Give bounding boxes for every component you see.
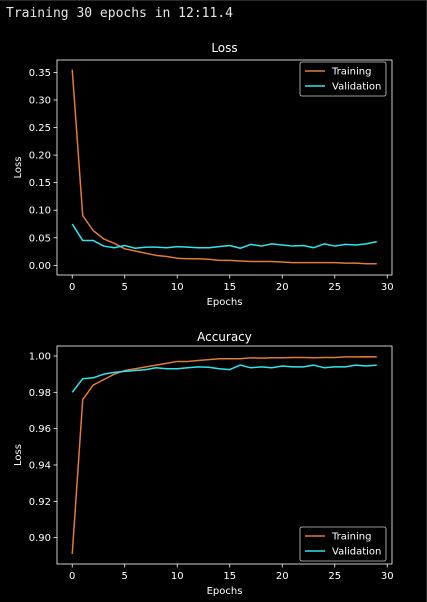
accuracy-x-axis-label: Epochs xyxy=(207,586,243,597)
loss-x-tick-label: 5 xyxy=(122,282,128,293)
loss-legend-label-validation: Validation xyxy=(332,82,381,93)
accuracy-x-tick-label: 10 xyxy=(171,571,184,582)
accuracy-x-tick-label: 25 xyxy=(328,571,341,582)
loss-y-tick-label: 0.25 xyxy=(29,123,51,134)
accuracy-training-line xyxy=(71,355,377,555)
accuracy-legend: Training Validation xyxy=(299,526,387,562)
training-summary-text: Training 30 epochs in 12:11.4 xyxy=(6,6,233,21)
accuracy-y-tick-label: 0.90 xyxy=(29,533,51,544)
loss-legend-label-training: Training xyxy=(331,67,371,78)
loss-y-tick-label: 0.35 xyxy=(29,68,51,79)
loss-y-tick-label: 0.15 xyxy=(29,178,51,189)
loss-y-tick-label: 0.20 xyxy=(29,151,51,162)
accuracy-legend-label-validation: Validation xyxy=(332,547,381,558)
accuracy-x-tick-label: 15 xyxy=(223,571,236,582)
loss-y-axis-label: Loss xyxy=(13,157,24,179)
accuracy-plot-frame xyxy=(56,345,393,565)
accuracy-x-tick-label: 20 xyxy=(276,571,289,582)
accuracy-x-tick-label: 30 xyxy=(381,571,394,582)
loss-x-tick-label: 30 xyxy=(381,282,394,293)
loss-plot-frame xyxy=(56,59,393,276)
accuracy-y-tick-label: 0.98 xyxy=(29,388,51,399)
loss-x-tick-label: 25 xyxy=(328,282,341,293)
accuracy-x-tick-label: 5 xyxy=(122,571,128,582)
accuracy-chart: Accuracy 0 5 10 15 20 25 30 0.90 0.92 0.94 0.96 0.98… xyxy=(13,330,394,597)
top-border xyxy=(0,0,427,1)
accuracy-y-tick-label: 0.94 xyxy=(29,460,51,471)
loss-chart-title: Loss xyxy=(211,41,237,55)
loss-x-axis-label: Epochs xyxy=(207,297,243,308)
accuracy-y-tick-label: 0.92 xyxy=(29,497,51,508)
loss-y-tick-label: 0.05 xyxy=(29,233,51,244)
accuracy-x-tick-label: 0 xyxy=(69,571,75,582)
loss-y-tick-label: 0.00 xyxy=(29,261,51,272)
accuracy-y-tick-label: 0.96 xyxy=(29,424,51,435)
loss-validation-line xyxy=(71,223,377,250)
loss-training-line xyxy=(71,69,377,265)
loss-y-tick-label: 0.10 xyxy=(29,206,51,217)
loss-chart: Loss 0 5 10 15 20 25 30 0.00 0.05 0.10 0.15 0.20 0.25… xyxy=(13,41,394,308)
accuracy-y-axis-label: Loss xyxy=(13,444,24,466)
loss-x-tick-label: 15 xyxy=(223,282,236,293)
loss-x-tick-label: 0 xyxy=(69,282,75,293)
accuracy-legend-label-training: Training xyxy=(331,532,371,543)
loss-x-tick-label: 20 xyxy=(276,282,289,293)
accuracy-y-tick-label: 1.00 xyxy=(29,351,51,362)
loss-y-tick-label: 0.30 xyxy=(29,95,51,106)
accuracy-chart-title: Accuracy xyxy=(197,330,252,344)
loss-x-tick-label: 10 xyxy=(171,282,184,293)
accuracy-validation-line xyxy=(71,364,377,393)
loss-legend: Training Validation xyxy=(299,61,387,97)
